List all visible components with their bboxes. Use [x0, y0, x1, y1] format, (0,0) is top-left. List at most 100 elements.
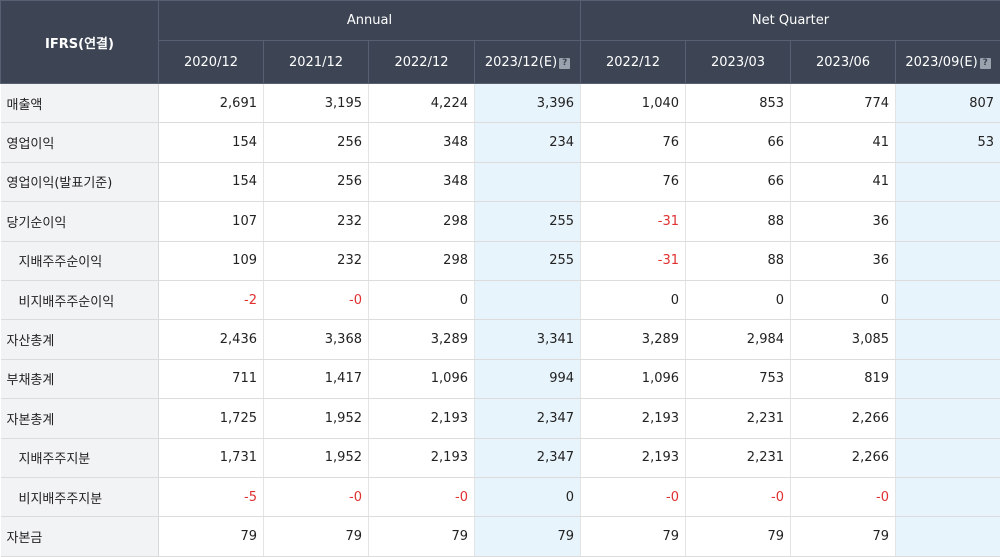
table-cell: 3,289: [369, 320, 475, 359]
row-label: 지배주주순이익: [1, 241, 159, 280]
table-cell: 3,396: [475, 84, 581, 123]
table-cell: 79: [686, 517, 791, 556]
table-cell: [475, 162, 581, 201]
estimate-help-icon[interactable]: ?: [980, 58, 991, 69]
row-label: 비지배주주순이익: [1, 280, 159, 319]
table-cell: 4,224: [369, 84, 475, 123]
column-header: 2023/06: [791, 41, 896, 84]
table-cell: 255: [475, 241, 581, 280]
table-cell: 0: [369, 280, 475, 319]
column-header-label: 2022/12: [606, 55, 660, 70]
table-cell: 41: [791, 162, 896, 201]
row-label: 비지배주주지분: [1, 477, 159, 516]
table-cell: 3,195: [264, 84, 369, 123]
table-cell: 0: [475, 477, 581, 516]
table-cell: 711: [159, 359, 264, 398]
table-cell: 2,231: [686, 438, 791, 477]
table-cell: -0: [264, 477, 369, 516]
table-cell: 807: [896, 84, 1000, 123]
column-header: 2023/09(E)?: [896, 41, 1000, 84]
table-cell: 2,347: [475, 399, 581, 438]
table-cell: 0: [791, 280, 896, 319]
table-cell: [896, 320, 1000, 359]
table-cell: -31: [581, 202, 686, 241]
table-cell: 348: [369, 123, 475, 162]
table-cell: 79: [475, 517, 581, 556]
table-cell: 2,193: [581, 438, 686, 477]
table-cell: -5: [159, 477, 264, 516]
table-cell: -31: [581, 241, 686, 280]
table-cell: 298: [369, 241, 475, 280]
table-cell: 36: [791, 202, 896, 241]
table-cell: 36: [791, 241, 896, 280]
column-header-label: 2023/03: [711, 55, 765, 70]
table-cell: 154: [159, 162, 264, 201]
table-cell: 1,096: [369, 359, 475, 398]
column-header: 2022/12: [581, 41, 686, 84]
table-cell: [896, 359, 1000, 398]
table-cell: 256: [264, 162, 369, 201]
table-cell: 109: [159, 241, 264, 280]
table-cell: -0: [369, 477, 475, 516]
table-cell: 1,040: [581, 84, 686, 123]
column-header: 2023/03: [686, 41, 791, 84]
row-label: 당기순이익: [1, 202, 159, 241]
table-cell: -0: [686, 477, 791, 516]
table-cell: 753: [686, 359, 791, 398]
column-header-label: 2023/09(E): [905, 55, 977, 70]
table-cell: 1,952: [264, 399, 369, 438]
table-cell: 2,347: [475, 438, 581, 477]
table-cell: 41: [791, 123, 896, 162]
table-cell: -0: [791, 477, 896, 516]
table-cell: -0: [581, 477, 686, 516]
column-header: 2022/12: [369, 41, 475, 84]
estimate-help-icon[interactable]: ?: [559, 58, 570, 69]
row-label: 매출액: [1, 84, 159, 123]
table-cell: [475, 280, 581, 319]
column-header-label: 2020/12: [184, 55, 238, 70]
table-cell: 232: [264, 202, 369, 241]
table-cell: 79: [581, 517, 686, 556]
table-cell: 2,193: [369, 399, 475, 438]
column-header: 2023/12(E)?: [475, 41, 581, 84]
table-cell: 2,231: [686, 399, 791, 438]
table-cell: [896, 202, 1000, 241]
table-cell: -2: [159, 280, 264, 319]
table-cell: 154: [159, 123, 264, 162]
table-cell: 348: [369, 162, 475, 201]
table-cell: 88: [686, 241, 791, 280]
table-cell: 853: [686, 84, 791, 123]
table-cell: 88: [686, 202, 791, 241]
table-cell: 3,341: [475, 320, 581, 359]
table-cell: 3,085: [791, 320, 896, 359]
column-header-label: 2021/12: [289, 55, 343, 70]
table-cell: 2,436: [159, 320, 264, 359]
column-header: 2021/12: [264, 41, 369, 84]
table-cell: 2,691: [159, 84, 264, 123]
table-cell: 79: [369, 517, 475, 556]
table-cell: 79: [159, 517, 264, 556]
group-header-net-quarter: Net Quarter: [581, 1, 1000, 41]
table-cell: 2,193: [369, 438, 475, 477]
row-label: 지배주주지분: [1, 438, 159, 477]
table-cell: 76: [581, 162, 686, 201]
column-header-label: 2023/12(E): [485, 55, 557, 70]
table-cell: 76: [581, 123, 686, 162]
table-cell: 79: [264, 517, 369, 556]
table-cell: [896, 517, 1000, 556]
table-cell: 256: [264, 123, 369, 162]
table-cell: 255: [475, 202, 581, 241]
table-cell: 1,952: [264, 438, 369, 477]
row-label: 부채총계: [1, 359, 159, 398]
table-cell: 1,725: [159, 399, 264, 438]
